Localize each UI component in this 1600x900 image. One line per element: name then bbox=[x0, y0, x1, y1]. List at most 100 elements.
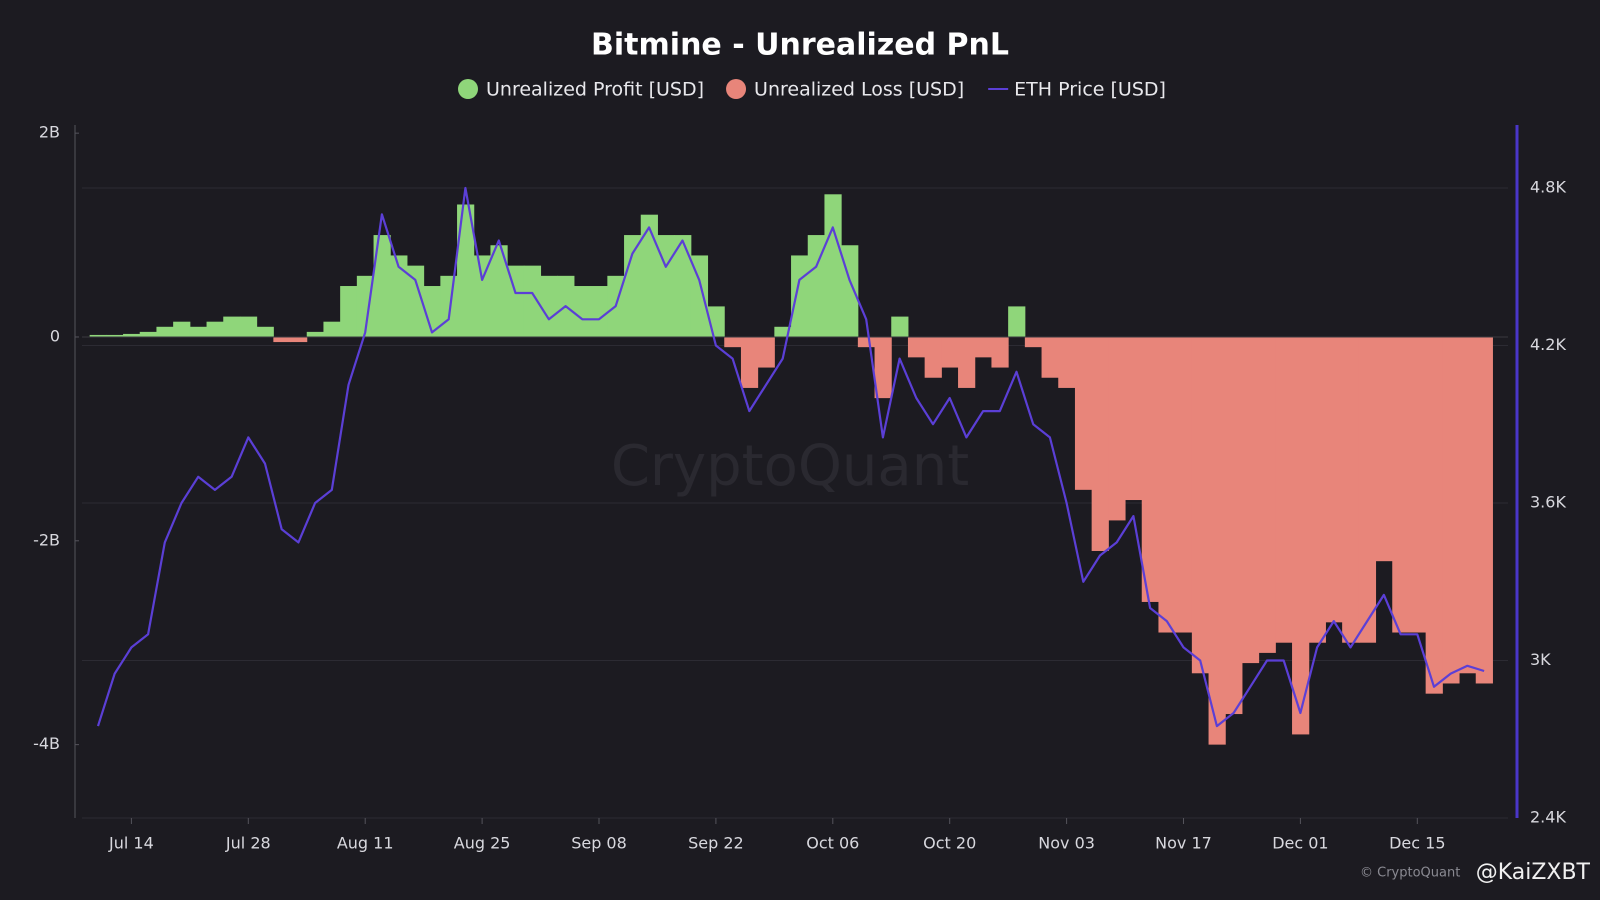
bar bbox=[640, 214, 658, 337]
bar bbox=[1442, 336, 1460, 684]
legend-label: ETH Price [USD] bbox=[1014, 79, 1166, 101]
bar bbox=[373, 235, 391, 337]
bar bbox=[390, 255, 408, 337]
bar bbox=[974, 336, 992, 358]
x-tick-label: Jul 14 bbox=[108, 834, 154, 853]
bar bbox=[206, 321, 224, 337]
y2-tick-label: 4.2K bbox=[1530, 335, 1566, 354]
bar bbox=[1408, 336, 1427, 633]
bar bbox=[1008, 306, 1026, 337]
bar bbox=[1158, 336, 1176, 633]
bar bbox=[1191, 336, 1210, 674]
bar bbox=[406, 265, 425, 337]
y2-tick-label: 4.8K bbox=[1530, 178, 1566, 197]
bar bbox=[791, 255, 809, 337]
bar bbox=[156, 326, 174, 337]
bar bbox=[807, 235, 825, 337]
bar bbox=[323, 321, 341, 337]
bar bbox=[1308, 336, 1326, 643]
bar bbox=[123, 333, 141, 337]
x-tick-label: Aug 11 bbox=[337, 834, 394, 853]
bar bbox=[657, 235, 675, 337]
y2-tick-label: 3K bbox=[1530, 650, 1551, 669]
x-tick-label: Sep 22 bbox=[688, 834, 744, 853]
price-line bbox=[96, 186, 1485, 728]
bar bbox=[874, 336, 892, 399]
bar bbox=[173, 321, 191, 337]
bar bbox=[1225, 336, 1243, 715]
y2-tick-label: 2.4K bbox=[1530, 808, 1566, 827]
bar bbox=[1041, 336, 1059, 378]
bar bbox=[1292, 336, 1310, 735]
x-tick-label: Nov 03 bbox=[1038, 834, 1095, 853]
bar bbox=[1175, 336, 1193, 633]
credit: @KaiZXBT bbox=[1476, 860, 1591, 885]
bar bbox=[1108, 336, 1126, 521]
y-tick-label: -2B bbox=[33, 530, 60, 549]
legend-label: Unrealized Profit [USD] bbox=[486, 79, 704, 101]
y-tick-label: 0 bbox=[50, 326, 60, 345]
bar bbox=[1208, 336, 1226, 745]
bar bbox=[89, 334, 107, 337]
bar bbox=[891, 316, 909, 337]
bar bbox=[690, 255, 709, 337]
bar bbox=[473, 255, 491, 337]
bar bbox=[624, 235, 642, 337]
bar bbox=[1024, 336, 1043, 348]
bar bbox=[1425, 336, 1443, 694]
bar bbox=[256, 326, 274, 337]
bar bbox=[457, 204, 475, 337]
bar bbox=[1091, 336, 1109, 551]
bar bbox=[1241, 336, 1260, 664]
bar bbox=[440, 275, 458, 337]
x-tick-label: Nov 17 bbox=[1155, 834, 1212, 853]
bar bbox=[1275, 336, 1293, 643]
bar bbox=[991, 336, 1009, 368]
bar bbox=[1342, 336, 1360, 643]
chart-title: Bitmine - Unrealized PnL bbox=[591, 28, 1009, 63]
bar bbox=[1058, 336, 1076, 388]
bar bbox=[523, 265, 542, 337]
bar bbox=[774, 326, 792, 337]
watermark: CryptoQuant bbox=[611, 434, 969, 499]
bar bbox=[223, 316, 241, 337]
bar bbox=[356, 275, 375, 337]
bar bbox=[1125, 336, 1143, 501]
bar bbox=[724, 336, 742, 348]
bar bbox=[958, 336, 976, 388]
bar bbox=[239, 316, 258, 337]
bar bbox=[1459, 336, 1477, 674]
bar bbox=[189, 326, 208, 337]
legend-label: Unrealized Loss [USD] bbox=[754, 79, 964, 101]
credit: © CryptoQuant bbox=[1360, 866, 1460, 881]
bar bbox=[674, 235, 692, 337]
bar bbox=[1392, 336, 1410, 633]
y-tick-label: 2B bbox=[39, 123, 60, 142]
legend: Unrealized Profit [USD] Unrealized Loss [… bbox=[458, 79, 1166, 101]
bar bbox=[1141, 336, 1159, 602]
legend-swatch bbox=[458, 79, 478, 99]
x-tick-label: Aug 25 bbox=[454, 834, 511, 853]
bar bbox=[590, 286, 608, 337]
bar bbox=[540, 275, 558, 337]
bar bbox=[573, 286, 592, 337]
bar bbox=[1325, 336, 1343, 623]
bar bbox=[1074, 336, 1093, 490]
bar bbox=[941, 336, 959, 368]
bar bbox=[1375, 336, 1393, 562]
bar bbox=[306, 331, 324, 337]
bar bbox=[1358, 336, 1377, 643]
bar bbox=[423, 286, 441, 337]
x-tick-label: Dec 01 bbox=[1272, 834, 1328, 853]
x-tick-label: Oct 06 bbox=[806, 834, 859, 853]
bar bbox=[273, 336, 291, 343]
bar bbox=[824, 194, 842, 337]
bar bbox=[857, 336, 876, 348]
y-tick-label: -4B bbox=[33, 734, 60, 753]
x-tick-label: Oct 20 bbox=[923, 834, 976, 853]
bar bbox=[139, 331, 157, 337]
x-tick-label: Sep 08 bbox=[571, 834, 627, 853]
x-tick-label: Jul 28 bbox=[225, 834, 271, 853]
